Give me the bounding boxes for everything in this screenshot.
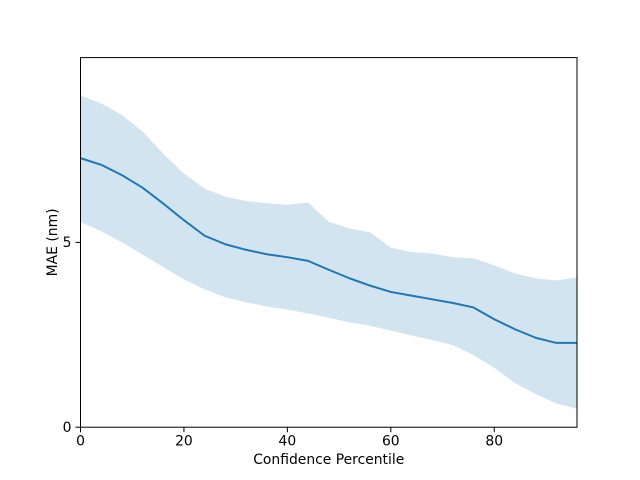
x-axis-label: Confidence Percentile: [253, 452, 404, 468]
y-axis-label: MAE (nm): [45, 208, 61, 276]
confidence-band-area: [80, 95, 577, 409]
x-tick-label: 80: [485, 434, 503, 450]
y-tick-label: 0: [63, 420, 72, 436]
x-axis-ticks: 0 20 40 60 80: [76, 427, 503, 450]
mae-line-series: [80, 157, 577, 344]
y-axis-ticks: 05: [63, 235, 81, 436]
x-tick-label: 0: [76, 434, 85, 450]
x-tick-label: 60: [382, 434, 400, 450]
x-tick-label: 40: [279, 434, 297, 450]
x-tick-label: 20: [175, 434, 193, 450]
y-tick-label: 5: [63, 235, 72, 251]
